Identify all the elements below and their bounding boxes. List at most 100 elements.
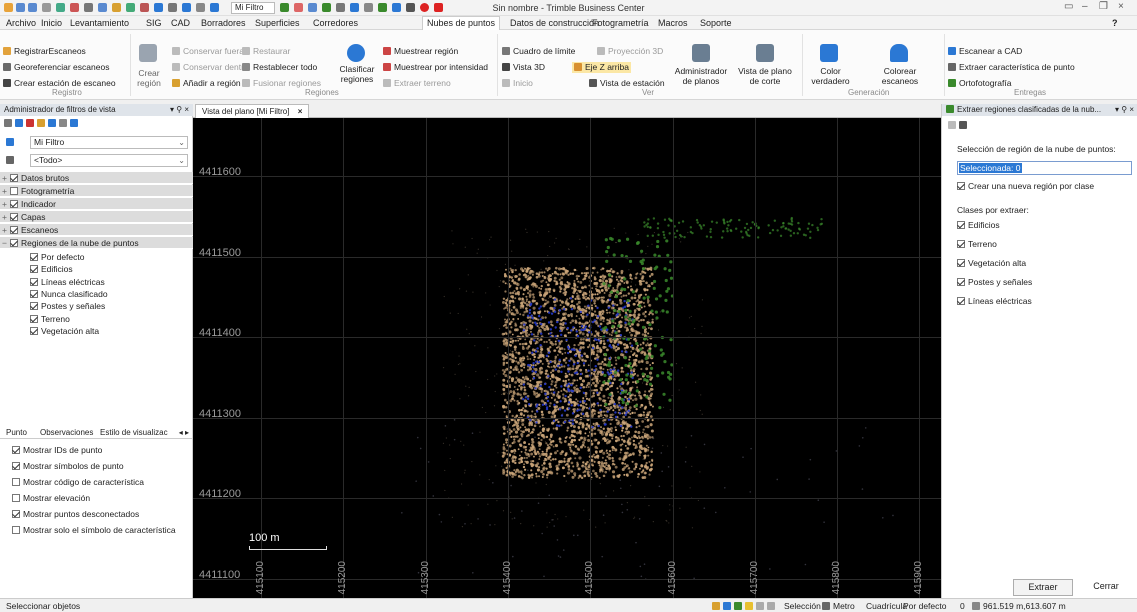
angle-icon[interactable] — [767, 602, 775, 610]
vista-3d-button[interactable]: Vista 3D — [502, 62, 545, 73]
grid-icon[interactable] — [196, 3, 205, 12]
conservar-dentro-button[interactable]: Conservar dentro — [172, 62, 249, 73]
default-label[interactable]: Por defecto — [903, 601, 947, 611]
ribbon-options-icon[interactable]: ▭ — [1064, 1, 1074, 12]
checkbox[interactable] — [957, 259, 965, 267]
color-verdadero-label[interactable]: Color verdadero — [811, 66, 850, 86]
filter-icon[interactable] — [280, 3, 289, 12]
layer-icon[interactable] — [182, 3, 191, 12]
plan-view-viewport[interactable]: 4411600 4411500 4411400 4411300 4411200 44111… — [193, 118, 941, 598]
checkbox[interactable] — [9, 174, 18, 182]
snap-icon[interactable] — [712, 602, 720, 610]
open-icon[interactable] — [56, 3, 65, 12]
restaurar-button[interactable]: Restaurar — [242, 46, 290, 57]
layers-icon[interactable] — [48, 119, 56, 127]
tab-cad[interactable]: CAD — [171, 18, 191, 28]
line-icon[interactable] — [392, 3, 401, 12]
colorear-label[interactable]: Colorear escaneos — [881, 66, 919, 86]
registrar-escaneos-button[interactable]: RegistrarEscaneos — [3, 46, 86, 57]
tab-punto[interactable]: Punto — [6, 428, 27, 437]
tree-group-row[interactable]: − Regiones de la nube de puntos — [0, 237, 193, 249]
checkbox[interactable] — [9, 200, 18, 208]
filter-select[interactable]: Mi Filtro ⌄ — [30, 136, 188, 149]
muestrear-region-button[interactable]: Muestrear región — [383, 46, 458, 57]
view-icon[interactable] — [734, 602, 742, 610]
tab-observaciones[interactable]: Observaciones — [40, 428, 94, 437]
checkbox[interactable] — [30, 289, 38, 298]
minimize-icon[interactable]: – — [1082, 1, 1088, 12]
expand-icon[interactable]: + — [2, 225, 7, 235]
colorear-icon[interactable] — [890, 44, 908, 62]
tree-group-row[interactable]: + Capas — [0, 211, 193, 223]
view-icon[interactable] — [140, 3, 149, 12]
new-filter-icon[interactable] — [15, 119, 23, 127]
tab-datos-construccion[interactable]: Datos de construcción — [510, 18, 600, 28]
checkbox[interactable] — [12, 446, 20, 454]
expand-icon[interactable]: + — [2, 173, 7, 183]
checkbox[interactable] — [12, 462, 20, 470]
close-button[interactable]: Cerrar — [1093, 581, 1119, 591]
checkbox[interactable] — [9, 187, 18, 195]
selection-field[interactable]: Seleccionada: 0 — [957, 161, 1132, 175]
inicio-view-button[interactable]: Inicio — [502, 78, 533, 89]
tools-icon[interactable] — [364, 3, 373, 12]
checkbox[interactable] — [30, 302, 38, 311]
tab-archivo[interactable]: Archivo — [6, 18, 37, 28]
tab-sig[interactable]: SIG — [146, 18, 162, 28]
eje-z-button[interactable]: Eje Z arriba — [572, 62, 631, 73]
close-icon[interactable]: ▾ ⚲ × — [1115, 105, 1134, 114]
tree-icon[interactable] — [378, 3, 387, 12]
record-icon[interactable] — [420, 3, 429, 12]
undo-icon[interactable] — [16, 3, 25, 12]
option-row[interactable]: Mostrar puntos desconectados — [0, 508, 193, 520]
checkbox[interactable] — [957, 221, 965, 229]
measure-icon[interactable] — [168, 3, 177, 12]
ortofotografia-button[interactable]: Ortofotografía — [948, 78, 1011, 89]
option-row[interactable]: Mostrar solo el símbolo de característic… — [0, 524, 193, 536]
checkbox[interactable] — [957, 182, 965, 190]
stop-icon[interactable] — [434, 3, 443, 12]
tab-plan-view[interactable]: Vista del plano [Mi Filtro] × — [195, 104, 310, 118]
menu-icon[interactable] — [959, 121, 967, 129]
checkbox[interactable] — [12, 478, 20, 486]
option-row[interactable]: Mostrar código de característica — [0, 476, 193, 488]
color-verdadero-icon[interactable] — [820, 44, 838, 62]
delete-icon[interactable] — [26, 119, 34, 127]
selection-mode[interactable]: Selección — [784, 601, 821, 611]
tab-inicio[interactable]: Inicio — [41, 18, 63, 28]
tree-group-row[interactable]: + Escaneos — [0, 224, 193, 236]
option-row[interactable]: Mostrar símbolos de punto — [0, 460, 193, 472]
checkbox[interactable] — [30, 314, 38, 323]
tree-group-row[interactable]: + Fotogrametría — [0, 185, 193, 197]
search-icon[interactable] — [723, 602, 731, 610]
crear-estacion-button[interactable]: Crear estación de escaneo — [3, 78, 116, 89]
expand-icon[interactable]: + — [2, 212, 7, 222]
checkbox[interactable] — [957, 240, 965, 248]
pan-icon[interactable] — [112, 3, 121, 12]
checkbox[interactable] — [12, 510, 20, 518]
checkbox[interactable] — [12, 494, 20, 502]
checkbox[interactable] — [30, 326, 38, 335]
escanear-cad-button[interactable]: Escanear a CAD — [948, 46, 1022, 57]
tree-region-row[interactable]: Vegetación alta — [0, 325, 193, 337]
tab-nubes-de-puntos[interactable]: Nubes de puntos — [422, 16, 501, 30]
expand-icon[interactable]: + — [2, 186, 7, 196]
checkbox[interactable] — [12, 526, 20, 534]
checkbox[interactable] — [30, 265, 38, 274]
tree-region-row[interactable]: Terreno — [0, 313, 193, 325]
restablecer-button[interactable]: Restablecer todo — [242, 62, 317, 73]
unit-label[interactable]: Metro — [822, 601, 855, 611]
vista-estacion-button[interactable]: Vista de estación — [589, 78, 665, 89]
new-icon[interactable] — [42, 3, 51, 12]
region-icon[interactable] — [308, 3, 317, 12]
close-icon[interactable]: ▾ ⚲ × — [170, 105, 189, 114]
checkbox[interactable] — [957, 278, 965, 286]
tab-superficies[interactable]: Superficies — [255, 18, 300, 28]
zoom-icon[interactable] — [98, 3, 107, 12]
class-checkbox-row[interactable]: Líneas eléctricas — [957, 296, 1032, 306]
snap2-icon[interactable] — [756, 602, 764, 610]
fusionar-button[interactable]: Fusionar regiones — [242, 78, 321, 89]
tree-region-row[interactable]: Edificios — [0, 263, 193, 275]
settings-icon[interactable] — [126, 3, 135, 12]
pin-icon[interactable] — [948, 121, 956, 129]
